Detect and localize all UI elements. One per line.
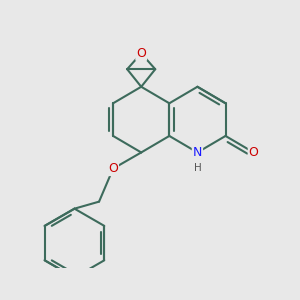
Text: N: N <box>193 146 202 159</box>
Text: O: O <box>108 162 118 175</box>
Text: H: H <box>194 163 201 172</box>
Text: O: O <box>249 146 259 159</box>
Text: O: O <box>136 47 146 60</box>
